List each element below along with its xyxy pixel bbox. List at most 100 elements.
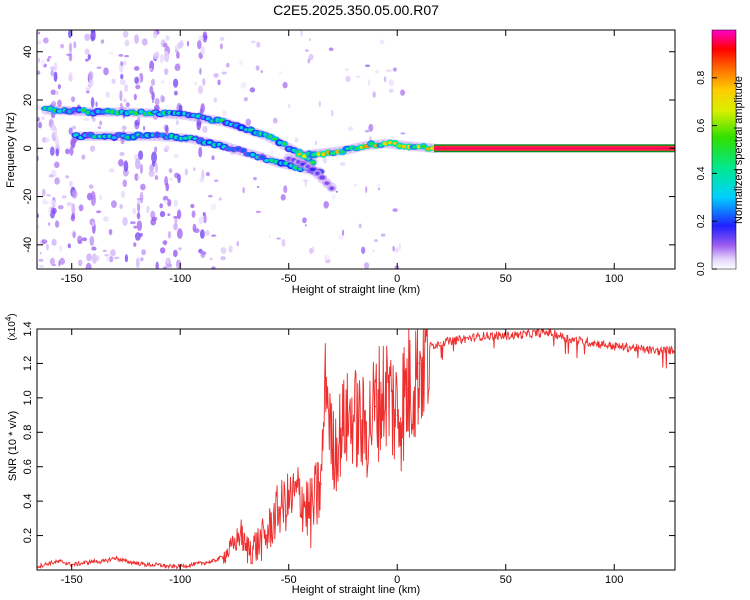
noise-speckle — [149, 67, 153, 71]
snr-data-point — [353, 414, 355, 416]
noise-speckle — [294, 137, 299, 143]
noise-speckle — [213, 97, 218, 103]
noise-speckle — [243, 96, 248, 102]
noise-speckle — [377, 187, 380, 191]
snr-data-point — [212, 560, 214, 562]
feature-upper-band — [40, 104, 319, 167]
noise-speckle — [229, 151, 236, 156]
noise-speckle — [55, 148, 60, 157]
noise-speckle — [84, 85, 91, 92]
noise-speckle — [136, 212, 141, 220]
noise-speckle — [54, 90, 59, 95]
noise-speckle — [383, 76, 387, 83]
noise-speckle — [154, 98, 160, 106]
noise-speckle — [245, 118, 252, 126]
noise-speckle — [367, 79, 371, 86]
noise-speckle — [135, 158, 141, 170]
noise-speckle — [103, 67, 109, 76]
noise-speckle — [255, 210, 261, 214]
noise-speckle — [165, 182, 170, 192]
band-core — [309, 167, 316, 172]
noise-speckle — [400, 89, 406, 96]
noise-speckle — [394, 247, 399, 253]
noise-speckle — [123, 160, 129, 172]
snr-data-point — [125, 560, 127, 562]
band-core — [412, 145, 417, 149]
noise-speckle — [119, 151, 125, 156]
noise-speckle — [169, 263, 172, 268]
noise-speckle — [53, 71, 58, 82]
band-core — [97, 134, 103, 139]
band-core — [95, 109, 101, 114]
snr-data-point — [190, 564, 192, 566]
noise-speckle — [160, 80, 165, 84]
noise-speckle — [194, 81, 198, 86]
noise-speckle — [133, 93, 137, 101]
y-tick-label: 1.2 — [22, 356, 34, 371]
spectrogram-panel: -150 -100 -50 0 50 100 -40 -20 0 20 40 Height of … — [5, 29, 676, 296]
noise-speckle — [167, 198, 172, 207]
noise-speckle — [137, 175, 140, 180]
noise-speckle — [209, 257, 213, 261]
noise-speckle — [37, 117, 40, 122]
x-tick-label: 100 — [605, 574, 623, 586]
noise-speckle — [89, 235, 95, 247]
noise-speckle — [50, 124, 57, 131]
snr-data-point — [407, 388, 409, 390]
noise-speckle — [49, 257, 55, 266]
noise-speckle — [37, 31, 41, 35]
noise-speckle — [354, 183, 357, 188]
snr-data-point — [613, 345, 615, 347]
x-tick-label: 100 — [605, 273, 623, 285]
band-core — [269, 158, 274, 163]
noise-speckle — [84, 48, 90, 55]
noise-speckle — [41, 188, 46, 197]
svg-text:(x104): (x104) — [4, 313, 18, 340]
noise-speckle — [120, 190, 126, 199]
noise-speckle — [146, 205, 150, 214]
noise-speckle — [220, 43, 223, 50]
noise-speckle — [388, 88, 394, 93]
noise-speckle — [151, 100, 154, 104]
snr-data-point — [526, 333, 529, 335]
noise-speckle — [218, 197, 222, 201]
noise-speckle — [304, 181, 307, 187]
y-tick-label: 0.8 — [22, 425, 34, 440]
noise-speckle — [339, 162, 346, 166]
band-core — [115, 110, 120, 116]
noise-speckle — [308, 53, 314, 61]
feature-lower-band — [71, 131, 325, 178]
noise-speckle — [256, 41, 261, 48]
noise-speckle — [102, 249, 107, 252]
noise-speckle — [249, 87, 256, 93]
noise-speckle — [51, 238, 57, 246]
noise-speckle — [165, 124, 169, 135]
noise-speckle — [198, 35, 204, 41]
noise-speckle — [39, 251, 42, 255]
noise-speckle — [65, 148, 70, 155]
noise-speckle — [155, 261, 159, 269]
noise-speckle — [220, 36, 225, 42]
noise-speckle — [95, 255, 100, 261]
x-tick-label: -50 — [281, 574, 297, 586]
noise-speckle — [268, 234, 272, 239]
noise-speckle — [68, 42, 73, 54]
noise-speckle — [242, 186, 245, 194]
noise-speckle — [88, 71, 94, 81]
noise-speckle — [124, 54, 130, 58]
noise-speckle — [199, 177, 204, 183]
noise-speckle — [78, 204, 84, 212]
noise-speckle — [203, 214, 207, 224]
snr-data-point — [114, 557, 116, 559]
noise-speckle — [375, 69, 380, 74]
noise-speckle — [236, 240, 240, 247]
band-core — [319, 175, 326, 180]
noise-speckle — [222, 110, 227, 117]
band-core — [321, 152, 326, 157]
snr-trace — [37, 329, 675, 570]
noise-speckle — [59, 257, 65, 265]
snr-panel: -150 -100 -50 0 50 100 0.20.40.60.81.01.21.4 … — [4, 313, 676, 596]
noise-speckle — [380, 233, 386, 237]
noise-speckle — [206, 172, 210, 177]
